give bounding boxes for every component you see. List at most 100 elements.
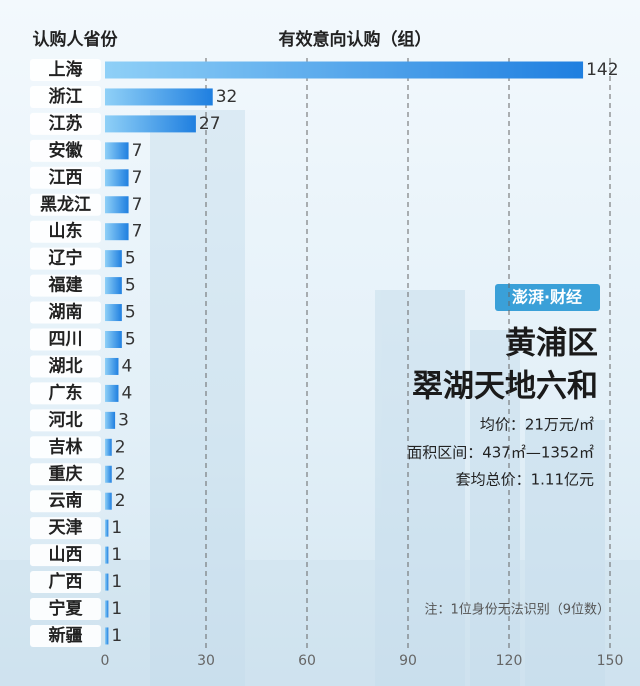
bar	[105, 384, 119, 402]
y-tick-label: 山东	[49, 221, 83, 242]
value-label: 2	[115, 464, 126, 484]
x-tick-label: 120	[496, 653, 523, 669]
bar	[105, 331, 122, 348]
category-box	[30, 112, 101, 135]
y-tick-label: 上海	[49, 59, 83, 80]
y-tick-label: 湖南	[49, 302, 83, 323]
category-box	[30, 517, 101, 540]
y-tick-label: 四川	[49, 330, 83, 350]
category-box	[30, 193, 101, 216]
value-label: 4	[121, 383, 132, 403]
x-tick-label: 30	[197, 653, 215, 669]
bar	[105, 196, 129, 214]
category-box	[30, 220, 101, 243]
bar	[105, 492, 112, 510]
category-box	[30, 274, 101, 297]
value-label: 5	[125, 276, 136, 296]
category-box	[30, 166, 101, 189]
y-tick-label: 福建	[48, 275, 83, 296]
category-box	[30, 436, 101, 459]
bar	[105, 277, 122, 295]
bar	[105, 250, 122, 268]
x-tick-label: 90	[399, 653, 417, 669]
bar	[105, 304, 122, 322]
x-tick-label: 0	[101, 653, 110, 669]
info-line: 面积区间：437㎡—1352㎡	[407, 444, 594, 462]
value-label: 2	[115, 437, 126, 457]
y-axis-title: 认购人省份	[33, 29, 119, 50]
district: 黄浦区	[505, 326, 598, 362]
value-label: 27	[199, 114, 221, 134]
bar	[105, 88, 213, 106]
y-tick-label: 江苏	[49, 113, 83, 134]
bar	[105, 546, 109, 564]
category-box	[30, 598, 101, 620]
y-tick-label: 天津	[49, 517, 83, 538]
value-label: 1	[111, 518, 122, 538]
value-label: 5	[125, 303, 136, 323]
y-tick-label: 浙江	[49, 86, 83, 107]
value-label: 1	[111, 626, 122, 646]
value-label: 5	[125, 249, 136, 269]
value-label: 7	[132, 222, 143, 242]
value-label: 1	[111, 545, 122, 565]
y-tick-label: 新疆	[49, 625, 83, 646]
note: 注：1位身份无法识别（9位数）	[424, 602, 610, 618]
logo-badge	[495, 284, 600, 311]
y-tick-label: 重庆	[49, 463, 83, 484]
y-tick-label: 广东	[49, 382, 83, 403]
bar	[105, 357, 119, 375]
category-box	[30, 490, 101, 513]
x-tick-label: 60	[298, 653, 316, 669]
bar	[105, 142, 129, 160]
bar	[105, 411, 116, 429]
bar	[105, 465, 112, 483]
value-label: 142	[586, 60, 618, 80]
category-box	[30, 409, 101, 432]
value-label: 3	[118, 410, 129, 430]
bar	[105, 600, 109, 618]
buildings	[0, 110, 640, 686]
value-label: 32	[216, 87, 238, 107]
y-tick-label: 山西	[49, 545, 83, 565]
category-box	[30, 463, 101, 486]
category-box	[30, 328, 101, 351]
y-tick-label: 河北	[49, 410, 83, 430]
y-tick-label: 宁夏	[49, 598, 84, 619]
y-tick-label: 黑龙江	[40, 194, 91, 215]
info-line: 均价：21万元/㎡	[480, 416, 594, 434]
bar	[105, 223, 129, 241]
category-box	[30, 139, 101, 162]
y-tick-label: 广西	[49, 571, 83, 592]
y-tick-label: 安徽	[49, 140, 84, 161]
y-tick-label: 吉林	[49, 436, 83, 457]
y-tick-label: 云南	[49, 490, 83, 511]
bar	[105, 169, 129, 187]
y-tick-label: 湖北	[49, 356, 83, 376]
bar	[105, 519, 109, 537]
category-box	[30, 247, 101, 270]
category-box	[30, 544, 101, 567]
info-line: 套均总价：1.11亿元	[456, 471, 594, 489]
x-tick-label: 150	[597, 653, 624, 669]
category-box	[30, 59, 101, 81]
bar	[105, 61, 584, 79]
bar	[105, 573, 109, 591]
category-box	[30, 571, 101, 594]
logo: 澎湃·财经	[512, 288, 582, 307]
value-label: 7	[132, 168, 143, 188]
category-box	[30, 301, 101, 324]
bar	[105, 627, 109, 645]
y-tick-label: 江西	[49, 168, 83, 188]
value-label: 5	[125, 330, 136, 350]
y-tick-label: 辽宁	[49, 248, 83, 269]
project: 翠湖天地六和	[412, 369, 598, 405]
category-box	[30, 85, 101, 108]
category-box	[30, 355, 101, 378]
value-label: 7	[132, 141, 143, 161]
bar	[105, 115, 196, 133]
bar	[105, 438, 112, 456]
category-box	[30, 382, 101, 405]
x-axis-title: 有效意向认购（组）	[279, 29, 432, 50]
